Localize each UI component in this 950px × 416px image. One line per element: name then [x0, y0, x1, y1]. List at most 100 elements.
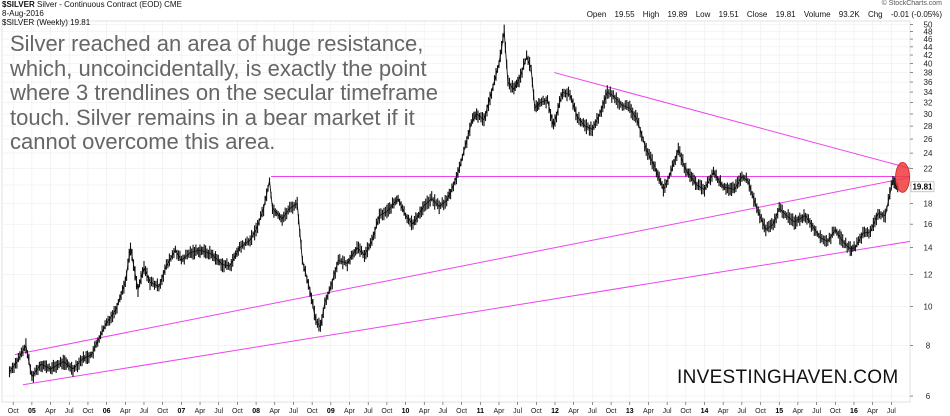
y-tick-label: 30	[924, 110, 933, 119]
x-tick-label: 09	[327, 408, 335, 415]
x-tick-label: Jul	[140, 408, 149, 415]
y-tick-label: 14	[924, 244, 933, 253]
y-tick-label: 44	[924, 43, 933, 52]
x-tick-label: Oct	[82, 408, 93, 415]
x-tick-label: Jul	[812, 408, 821, 415]
symbol-header: $SILVER Silver - Continuous Contract (EO…	[2, 0, 182, 9]
trendline	[22, 240, 911, 386]
x-tick-label: 07	[177, 408, 185, 415]
trendline	[14, 176, 911, 356]
annotation-text: Silver reached an area of huge resistanc…	[10, 31, 438, 154]
chg-value: -0.01 (-0.05%)	[890, 10, 942, 19]
x-tick-label: Oct	[680, 408, 691, 415]
y-tick-label: 24	[924, 149, 933, 158]
markers: 19.81	[895, 161, 935, 193]
x-tick-label: 15	[775, 408, 783, 415]
x-tick-label: Oct	[381, 408, 392, 415]
y-tick-label: 32	[924, 99, 933, 108]
price-series	[8, 24, 899, 383]
x-tick-label: Oct	[157, 408, 168, 415]
x-tick-label: Apr	[494, 408, 506, 415]
y-tick-label: 36	[924, 78, 933, 87]
x-tick-label: Apr	[792, 408, 804, 415]
exchange: CME	[164, 0, 182, 9]
x-tick-label: Apr	[643, 408, 655, 415]
quote-summary: Open 19.55 High 19.89 Low 19.51 Close 19…	[581, 10, 942, 19]
low-label: Low	[695, 10, 711, 19]
last-price-label: 19.81	[912, 183, 933, 192]
x-tick-label: 06	[103, 408, 111, 415]
x-tick-label: 16	[850, 408, 858, 415]
x-tick-label: Apr	[568, 408, 580, 415]
y-tick-label: 40	[924, 60, 933, 69]
x-tick-label: Jul	[513, 408, 522, 415]
brand-watermark: INVESTINGHAVEN.COM	[677, 367, 899, 388]
x-tick-label: 14	[701, 408, 709, 415]
trendline	[554, 72, 911, 169]
x-tick-label: Jul	[588, 408, 597, 415]
x-tick-label: 11	[477, 408, 485, 415]
y-tick-label: 6	[926, 392, 931, 401]
grid	[2, 21, 910, 402]
y-tick-label: 12	[924, 271, 933, 280]
x-tick-label: Oct	[232, 408, 243, 415]
x-tick-label: Apr	[419, 408, 431, 415]
y-tick-label: 16	[924, 220, 933, 229]
open-value: 19.55	[614, 10, 635, 19]
y-tick-label: 28	[924, 122, 933, 131]
x-tick-label: Apr	[344, 408, 356, 415]
y-tick-label: 50	[924, 20, 933, 29]
volume-label: Volume	[803, 10, 831, 19]
x-tick-label: Apr	[45, 408, 57, 415]
contract-name: Silver - Continuous Contract (EOD)	[36, 0, 162, 9]
y-axis: 6810121416182022242628303234363840424446…	[910, 20, 933, 401]
trendlines	[14, 72, 911, 386]
x-tick-label: Oct	[8, 408, 19, 415]
x-tick-label: Apr	[120, 408, 132, 415]
y-tick-label: 46	[924, 35, 933, 44]
y-tick-label: 48	[924, 28, 933, 37]
x-tick-label: Apr	[867, 408, 879, 415]
x-tick-label: 12	[551, 408, 559, 415]
y-tick-label: 38	[924, 69, 933, 78]
x-tick-label: Jul	[737, 408, 746, 415]
x-tick-label: Apr	[269, 408, 281, 415]
high-value: 19.89	[667, 10, 688, 19]
x-tick-label: Apr	[718, 408, 730, 415]
x-tick-label: Jul	[438, 408, 447, 415]
chg-label: Chg	[867, 10, 883, 19]
low-value: 19.51	[718, 10, 739, 19]
volume-value: 93.2K	[838, 10, 860, 19]
x-tick-label: Oct	[307, 408, 318, 415]
stockcharts-watermark: © StockCharts.com	[881, 0, 942, 7]
x-axis: Oct 05 Apr Jul Oct 06 Apr Jul Oct 07 Apr Jul Oct 08 Ap…	[8, 402, 896, 415]
y-tick-label: 26	[924, 135, 933, 144]
x-tick-label: 13	[626, 408, 634, 415]
x-tick-label: Jul	[289, 408, 298, 415]
x-tick-label: Oct	[830, 408, 841, 415]
x-tick-label: 10	[402, 408, 410, 415]
resistance-highlight	[895, 161, 910, 193]
x-tick-label: Jul	[364, 408, 373, 415]
open-label: Open	[586, 10, 607, 19]
x-tick-label: Oct	[606, 408, 617, 415]
x-tick-label: 05	[28, 408, 36, 415]
x-tick-label: Jul	[214, 408, 223, 415]
series-legend: $SILVER (Weekly) 19.81	[2, 18, 91, 27]
price-line	[9, 31, 899, 378]
y-tick-label: 10	[924, 303, 933, 312]
x-tick-label: Jul	[65, 408, 74, 415]
y-tick-label: 22	[924, 164, 933, 173]
x-tick-label: Jul	[887, 408, 896, 415]
x-tick-label: Apr	[195, 408, 207, 415]
high-label: High	[642, 10, 660, 19]
y-tick-label: 8	[926, 342, 931, 351]
symbol: $SILVER	[2, 0, 35, 9]
y-tick-label: 18	[924, 200, 933, 209]
x-tick-label: 08	[252, 408, 260, 415]
last-price-box	[910, 181, 935, 193]
x-tick-label: Jul	[663, 408, 672, 415]
close-label: Close	[746, 10, 768, 19]
